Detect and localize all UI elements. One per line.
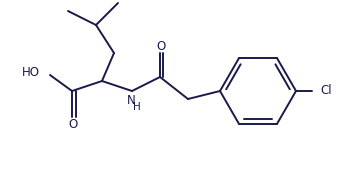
Text: HO: HO [22, 67, 40, 80]
Text: N: N [126, 95, 135, 108]
Text: Cl: Cl [320, 84, 332, 97]
Text: O: O [156, 40, 166, 52]
Text: O: O [68, 119, 78, 131]
Text: H: H [133, 102, 141, 112]
